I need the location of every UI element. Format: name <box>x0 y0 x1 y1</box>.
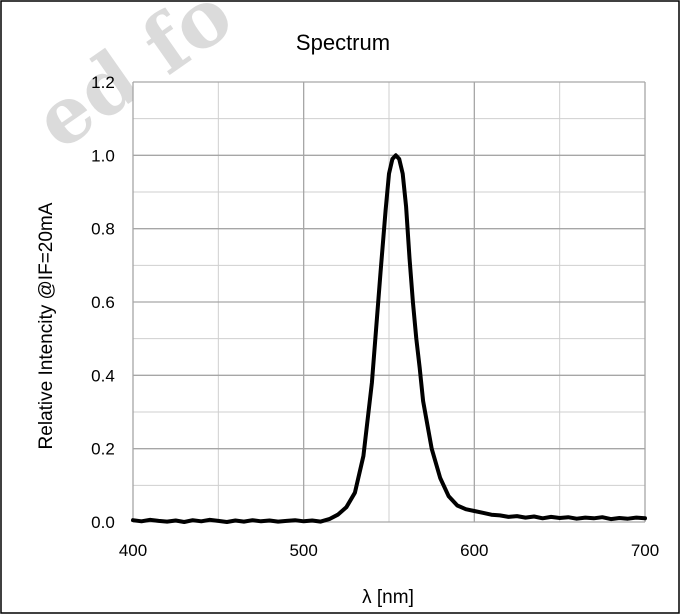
x-tick-label: 600 <box>460 541 488 560</box>
y-axis-ticks: 0.0 0.2 0.4 0.6 0.8 1.0 1.2 <box>91 73 115 532</box>
y-tick-label: 0.0 <box>91 513 115 532</box>
y-tick-label: 0.4 <box>91 366 115 385</box>
x-axis-title: λ [nm] <box>362 587 414 608</box>
y-tick-label: 1.2 <box>91 73 115 92</box>
x-tick-label: 700 <box>631 541 659 560</box>
series-line-spectrum <box>131 153 647 524</box>
y-tick-label: 0.8 <box>91 220 115 239</box>
chart-title: Spectrum <box>296 30 390 55</box>
y-tick-label: 0.6 <box>91 293 115 312</box>
gridlines <box>132 81 646 523</box>
y-tick-label: 1.0 <box>91 146 115 165</box>
x-tick-label: 500 <box>289 541 317 560</box>
y-tick-label: 0.2 <box>91 440 115 459</box>
y-axis-title: Relative Intencity @IF=20mA <box>36 202 57 449</box>
x-tick-label: 400 <box>119 541 147 560</box>
x-axis-ticks: 400 500 600 700 <box>119 541 659 560</box>
